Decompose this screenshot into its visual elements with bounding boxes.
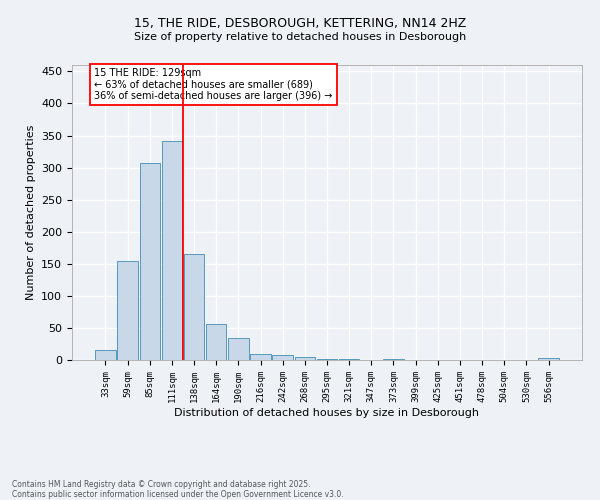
Bar bbox=[118, 260, 138, 360]
Bar bbox=[161, 140, 182, 360]
Text: Size of property relative to detached houses in Desborough: Size of property relative to detached ho… bbox=[134, 32, 466, 42]
Text: 15, THE RIDE, DESBOROUGH, KETTERING, NN14 2HZ: 15, THE RIDE, DESBOROUGH, KETTERING, NN1… bbox=[134, 18, 466, 30]
Bar bbox=[538, 358, 559, 360]
X-axis label: Distribution of detached houses by size in Desborough: Distribution of detached houses by size … bbox=[175, 408, 479, 418]
Text: Contains public sector information licensed under the Open Government Licence v3: Contains public sector information licen… bbox=[12, 490, 344, 499]
Bar bbox=[228, 338, 248, 360]
Text: 15 THE RIDE: 129sqm
← 63% of detached houses are smaller (689)
36% of semi-detac: 15 THE RIDE: 129sqm ← 63% of detached ho… bbox=[94, 68, 332, 102]
Bar bbox=[206, 324, 226, 360]
Text: Contains HM Land Registry data © Crown copyright and database right 2025.: Contains HM Land Registry data © Crown c… bbox=[12, 480, 311, 489]
Bar bbox=[184, 254, 204, 360]
Bar bbox=[295, 358, 315, 360]
Bar bbox=[140, 163, 160, 360]
Y-axis label: Number of detached properties: Number of detached properties bbox=[26, 125, 35, 300]
Bar bbox=[272, 355, 293, 360]
Bar bbox=[95, 350, 116, 360]
Bar bbox=[250, 354, 271, 360]
Bar bbox=[317, 358, 337, 360]
